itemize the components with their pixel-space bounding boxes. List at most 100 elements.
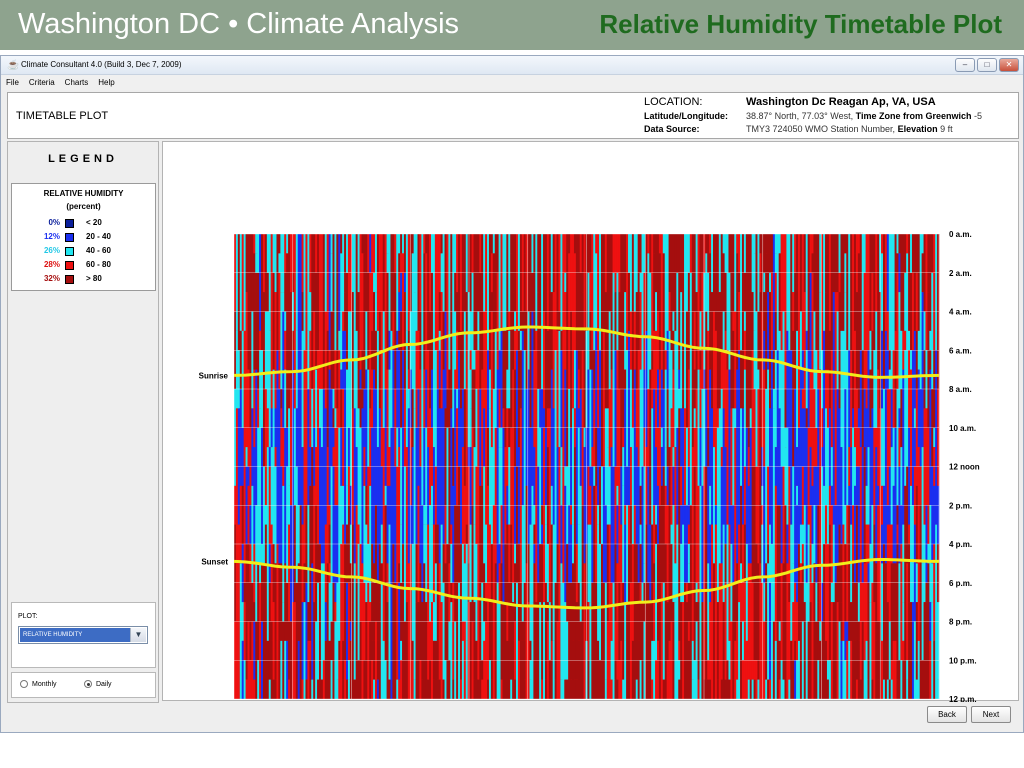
heatmap-cell [369,408,372,486]
heatmap-cell [904,389,907,486]
close-icon[interactable]: ✕ [999,58,1019,72]
heatmap-cell [923,350,926,409]
window-titlebar[interactable]: ☕ Climate Consultant 4.0 (Build 3, Dec 7… [1,56,1023,75]
heatmap-cell [900,505,903,544]
heatmap-cell [624,389,627,506]
heatmap-cell [628,408,631,506]
heatmap-cell [604,582,608,680]
heatmap-cell [434,234,438,351]
menu-help[interactable]: Help [98,78,115,87]
heatmap-cell [259,234,262,331]
minimize-icon[interactable]: – [955,58,975,72]
heatmap-cell [813,466,816,506]
heatmap-cell [896,544,899,564]
heatmap-cell [720,330,724,351]
next-button[interactable]: Next [971,706,1011,723]
heatmap-cell [651,563,654,583]
heatmap-cell [566,679,569,700]
heatmap-cell [801,389,805,409]
legend-row: 0% < 20 [12,218,155,230]
heatmap-cell [769,524,772,583]
heatmap-cell [347,466,351,486]
heatmap-cell [456,234,459,293]
heatmap-cell [544,582,548,680]
monthly-radio[interactable]: Monthly [20,680,57,688]
heatmap-cell [840,447,843,545]
heatmap-cell [817,602,820,661]
heatmap-cell [882,234,886,273]
heatmap-cell [591,466,594,583]
heatmap-cell [284,563,287,641]
heatmap-cell [396,679,399,700]
heatmap-cell [886,602,890,680]
heatmap-cell [738,253,741,273]
heatmap-cell [419,563,422,661]
heatmap-cell [881,408,884,486]
heatmap-cell [579,485,583,545]
heatmap-cell [564,292,567,370]
heatmap-cell [523,679,527,700]
heatmap-cell [481,292,484,312]
heatmap-cell [539,389,542,428]
heatmap-cell [842,660,845,699]
heatmap-cell [284,427,287,448]
heatmap-cell [840,234,843,331]
legend-row: 28% 60 - 80 [12,260,155,272]
back-button[interactable]: Back [927,706,967,723]
heatmap-cell [888,466,892,525]
heatmap-cell [805,466,809,583]
heatmap-cell [519,621,523,641]
heatmap-cell [431,602,434,700]
heatmap-cell [732,679,735,700]
latlon-label: Latitude/Longitude: [644,111,728,121]
slide-header: Washington DC • Climate Analysis Relativ… [0,0,1024,50]
heatmap-cell [446,544,449,641]
heatmap-cell [672,447,675,467]
maximize-icon[interactable]: □ [977,58,997,72]
heatmap-cell [612,466,615,583]
heatmap-cell [726,660,729,699]
heatmap-cell [423,427,426,486]
heatmap-cell [884,660,888,699]
heatmap-cell [301,524,304,603]
heatmap-cell [664,582,668,699]
heatmap-cell [709,234,712,254]
menu-charts[interactable]: Charts [64,78,89,87]
heatmap-cell [720,234,724,331]
heatmap-cell [707,272,710,331]
heatmap-cell [587,234,590,273]
heatmap-cell [811,427,814,486]
heatmap-cell [743,272,747,312]
chevron-down-icon[interactable]: ▼ [130,628,146,642]
menu-criteria[interactable]: Criteria [28,78,55,87]
daily-radio[interactable]: Daily [84,680,112,688]
heatmap-cell [249,660,252,699]
heatmap-cell [910,679,913,700]
heatmap-cell [798,369,801,428]
heatmap-cell [349,234,353,254]
heatmap-cell [243,330,246,428]
heatmap-cell [821,234,824,254]
heatmap-cell [871,272,874,331]
heatmap-cell [788,234,791,351]
heatmap-cell [861,234,865,351]
heatmap-cell [867,679,870,700]
heatmap-cell [309,640,312,661]
heatmap-cell [346,582,349,680]
heatmap-cell [600,544,604,583]
heatmap-cell [714,234,718,331]
heatmap-cell [309,485,312,583]
heatmap-cell [743,369,747,467]
heatmap-cell [318,640,322,661]
heatmap-cell [388,234,391,331]
heatmap-cell [811,234,814,254]
heatmap-cell [313,427,316,486]
plot-dropdown[interactable]: RELATIVE HUMIDITY ▼ [18,626,148,644]
heatmap-cell [604,679,608,700]
heatmap-cell [566,234,569,351]
menu-file[interactable]: File [6,78,19,87]
heatmap-cell [375,505,378,622]
heatmap-cell [438,234,442,293]
heatmap-cell [770,544,774,661]
heatmap-cell [241,427,245,486]
